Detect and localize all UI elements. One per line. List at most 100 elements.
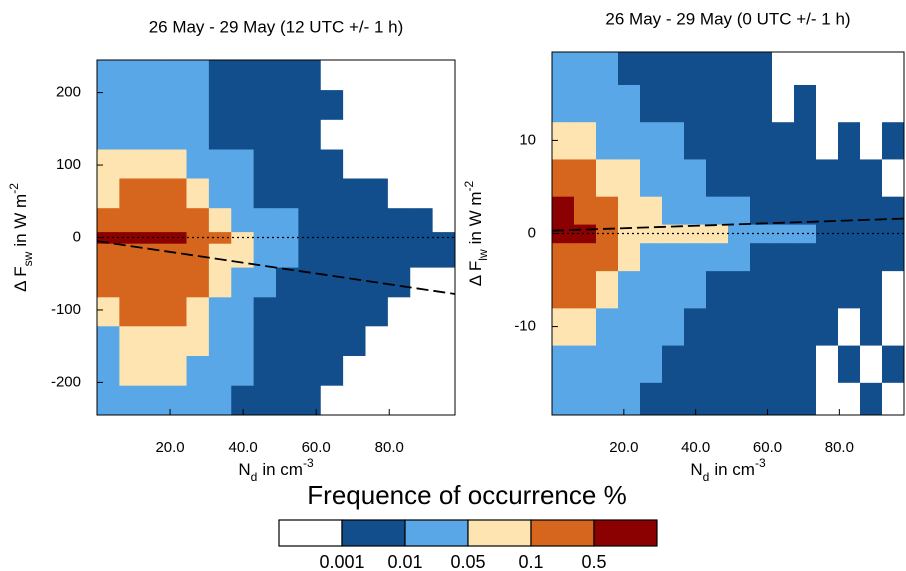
heat-cell	[164, 207, 187, 233]
heat-cell	[387, 149, 411, 179]
heat-cell	[794, 345, 817, 383]
heat-cell	[253, 296, 277, 327]
heat-cell	[750, 242, 773, 272]
x-axis-label: Nd in cm-3	[690, 456, 766, 484]
heat-cell	[320, 119, 344, 150]
heat-cell	[706, 242, 729, 272]
heat-cell	[343, 60, 366, 91]
heat-cell	[208, 267, 232, 298]
heat-cell	[276, 207, 299, 233]
heat-cell	[387, 60, 411, 91]
heat-cell	[343, 119, 366, 150]
heat-cell	[141, 385, 165, 416]
heat-cell	[574, 159, 597, 197]
heat-cell	[141, 296, 165, 327]
heat-cell	[410, 207, 434, 233]
heat-cell	[750, 159, 773, 197]
heat-cell	[410, 149, 434, 179]
heat-cell	[596, 270, 619, 309]
x-axis-label-sub: d	[251, 470, 258, 484]
heat-cell	[596, 84, 619, 123]
heat-cell	[320, 207, 344, 233]
heat-cell	[432, 267, 456, 298]
heat-cell	[387, 325, 411, 356]
heat-cell	[141, 355, 165, 386]
heat-cell	[860, 159, 883, 197]
heat-cell	[662, 270, 685, 309]
heat-cell	[728, 159, 751, 197]
colorbar-box	[530, 519, 595, 547]
heat-cell	[750, 345, 773, 383]
heat-cell	[772, 121, 795, 160]
heat-cell	[552, 52, 575, 85]
heat-cell	[119, 60, 143, 91]
heat-cell	[410, 231, 434, 244]
heat-cell	[882, 84, 905, 123]
heat-cell	[343, 178, 366, 209]
x-tick-label: 60.0	[302, 439, 331, 456]
heat-cell	[253, 119, 277, 150]
heat-cell	[365, 89, 389, 120]
heat-cell	[276, 325, 299, 356]
heat-cell	[860, 382, 883, 416]
heat-cell	[164, 89, 187, 120]
heat-cell	[343, 325, 366, 356]
heat-cell	[838, 242, 861, 272]
heat-cell	[141, 325, 165, 356]
y-axis-label-unit: in W m	[11, 194, 30, 247]
heat-cell	[838, 270, 861, 309]
heat-cell	[728, 196, 751, 225]
heat-cell	[276, 60, 299, 91]
heat-cell	[618, 196, 641, 225]
heat-cell	[750, 307, 773, 346]
heat-cell	[186, 89, 210, 120]
heat-cell	[320, 178, 344, 209]
heat-cell	[186, 325, 210, 356]
heat-cell	[253, 267, 277, 298]
x-axis-label-sub: d	[703, 470, 710, 484]
heat-cell	[552, 196, 575, 225]
heat-cell	[343, 207, 366, 233]
heat-cell	[208, 231, 232, 244]
heat-cell	[276, 119, 299, 150]
heat-cell	[97, 60, 120, 91]
heat-cell	[684, 121, 707, 160]
heat-cell	[410, 267, 434, 298]
heat-cell	[860, 224, 883, 244]
y-tick-label: -10	[514, 318, 536, 335]
colorbar-box	[341, 519, 406, 547]
heat-cell	[253, 355, 277, 386]
y-axis-label-sup: -2	[462, 180, 476, 191]
x-axis-label-unit: in cm	[262, 460, 303, 479]
colorbar-label: 0.05	[450, 552, 485, 571]
x-tick-label: 40.0	[681, 439, 710, 456]
heat-cell	[141, 149, 165, 179]
heat-cell	[208, 89, 232, 120]
heat-cell	[141, 267, 165, 298]
heat-cell	[596, 196, 619, 225]
heat-cell	[432, 119, 456, 150]
heat-cell	[141, 178, 165, 209]
heat-cell	[794, 270, 817, 309]
heat-cell	[186, 119, 210, 150]
heat-cell	[706, 196, 729, 225]
heat-cell	[365, 149, 389, 179]
heat-cell	[298, 355, 322, 386]
heat-cell	[794, 224, 817, 244]
heat-cell	[186, 385, 210, 416]
heat-cell	[119, 385, 143, 416]
heat-cell	[662, 242, 685, 272]
heat-cell	[253, 178, 277, 209]
heat-cell	[298, 89, 322, 120]
heat-cell	[208, 178, 232, 209]
heat-cell	[119, 267, 143, 298]
heat-cell	[320, 60, 344, 91]
heat-cell	[410, 243, 434, 268]
heat-cell	[882, 121, 905, 160]
heat-cell	[552, 84, 575, 123]
heat-cell	[298, 267, 322, 298]
heat-cell	[574, 270, 597, 309]
heat-cell	[164, 355, 187, 386]
heat-cell	[706, 52, 729, 85]
